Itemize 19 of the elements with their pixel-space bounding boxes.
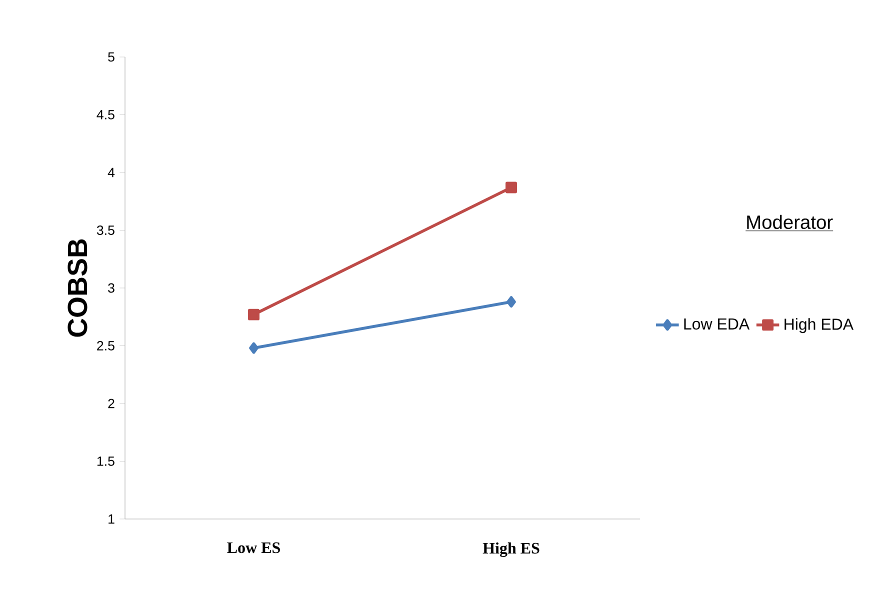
y-tick-label: 3 [108, 283, 114, 293]
y-tick-label: 4 [108, 168, 115, 178]
y-axis-title: COBSB [68, 239, 88, 337]
y-tick-label: 1.5 [97, 456, 114, 466]
legend-label: Low EDA [684, 318, 750, 330]
point [248, 308, 260, 320]
y-tick-label: 5 [108, 52, 114, 62]
legend-label: High EDA [784, 318, 854, 334]
y-tick-label: 2 [108, 398, 114, 408]
x-tick-label: Low ES [227, 542, 280, 554]
y-tick-label: 1 [108, 514, 114, 524]
legend-title: Moderator [747, 214, 833, 230]
y-tick-label: 3.5 [96, 226, 114, 235]
y-tick-label: 4.5 [96, 110, 114, 120]
point [249, 342, 258, 354]
x-tick-label: High ES [482, 542, 540, 557]
y-tick-label: 2.5 [97, 341, 114, 350]
point [506, 296, 516, 308]
point [506, 182, 517, 194]
